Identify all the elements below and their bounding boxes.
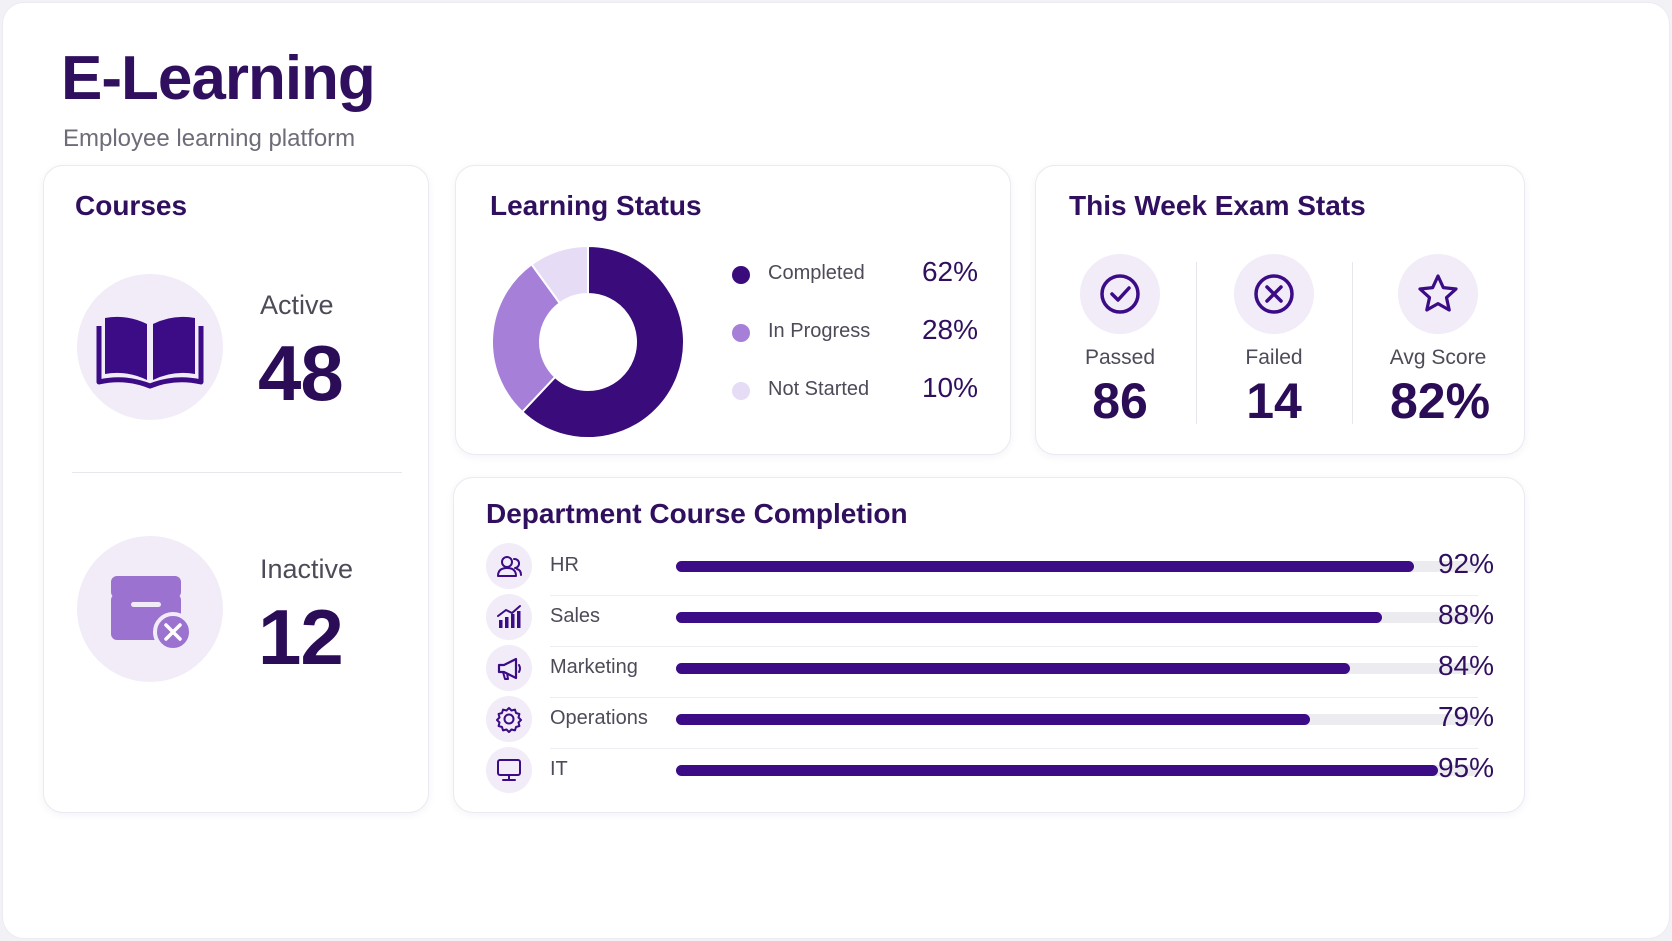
legend-pct-completed: 62% (921, 256, 978, 287)
learning-status-donut (491, 244, 685, 439)
chart-icon (497, 605, 521, 628)
passed-value: 86 (1092, 373, 1148, 429)
dept-bar-track-hr (676, 561, 1478, 572)
inactive-courses-label: Inactive (260, 554, 354, 584)
active-courses-icon-wrap (77, 274, 223, 420)
book-open-icon (96, 316, 204, 389)
learning-status-title: Learning Status (490, 190, 702, 221)
dept-name-it: IT (550, 758, 568, 780)
inactive-courses-value: 12 (258, 593, 344, 681)
dept-bar-fill-it (676, 765, 1438, 776)
active-courses-value: 48 (258, 329, 344, 417)
monitor-icon (497, 759, 521, 781)
donut-slice-in-progress (491, 262, 562, 414)
dept-pct-sales: 88% (1437, 599, 1494, 630)
legend-label-not-started: Not Started (768, 378, 870, 400)
dept-row-separator (550, 646, 1478, 647)
donut-slice-completed (520, 244, 685, 439)
legend-dot-completed (732, 266, 750, 284)
dept-bar-fill-operations (676, 714, 1310, 725)
dept-row-separator (550, 748, 1478, 749)
dept-row-marketing: Marketing 84% (454, 642, 1524, 698)
dept-icon-wrap-sales (486, 594, 532, 640)
exam-stats-title: This Week Exam Stats (1069, 190, 1366, 221)
dept-pct-operations: 79% (1437, 701, 1494, 732)
page-title: E-Learning (61, 44, 376, 113)
passed-icon-wrap (1080, 254, 1160, 334)
dept-bar-track-sales (676, 612, 1478, 623)
courses-divider (72, 472, 402, 473)
dept-bar-track-operations (676, 714, 1478, 725)
inactive-courses-icon-wrap (77, 536, 223, 682)
dept-row-it: IT 95% (454, 744, 1524, 798)
dept-name-hr: HR (550, 554, 579, 576)
dept-row-sales: Sales 88% (454, 591, 1524, 647)
department-completion-card: Department Course Completion HR 92% Sales 8… (453, 477, 1525, 813)
dept-bar-fill-marketing (676, 663, 1350, 674)
courses-card-title: Courses (75, 190, 188, 221)
failed-value: 14 (1246, 373, 1302, 429)
dept-name-operations: Operations (550, 707, 648, 729)
legend-label-in-progress: In Progress (768, 320, 871, 342)
exam-divider-1 (1196, 262, 1197, 424)
legend-dot-not-started (732, 382, 750, 400)
check-circle-icon (1100, 274, 1140, 314)
dept-pct-marketing: 84% (1437, 650, 1494, 681)
x-circle-icon (1254, 274, 1294, 314)
dept-pct-hr: 92% (1437, 548, 1494, 579)
dept-bar-fill-hr (676, 561, 1414, 572)
legend-dot-in-progress (732, 324, 750, 342)
active-courses-label: Active (260, 290, 334, 320)
users-icon (497, 556, 522, 577)
avg-score-value: 82% (1389, 373, 1491, 429)
failed-label: Failed (1245, 346, 1303, 369)
department-completion-title: Department Course Completion (486, 498, 908, 529)
dept-icon-wrap-hr (486, 543, 532, 589)
dept-bar-fill-sales (676, 612, 1382, 623)
failed-icon-wrap (1234, 254, 1314, 334)
dept-icon-wrap-it (486, 747, 532, 793)
megaphone-icon (497, 657, 521, 680)
legend-label-completed: Completed (768, 262, 865, 284)
gear-icon (496, 707, 522, 733)
archive-x-icon (111, 576, 193, 652)
dept-icon-wrap-marketing (486, 645, 532, 691)
courses-card: Courses Active 48 Inactive 12 (43, 165, 429, 813)
avg-score-icon-wrap (1398, 254, 1478, 334)
exam-stats-card: This Week Exam Stats Passed 86 Failed 14… (1035, 165, 1525, 455)
dept-row-operations: Operations 79% (454, 693, 1524, 749)
dept-row-separator (550, 697, 1478, 698)
donut-slice-not-started (530, 244, 589, 305)
legend-pct-not-started: 10% (921, 372, 978, 403)
page-subtitle: Employee learning platform (63, 125, 356, 152)
dept-bar-track-it (676, 765, 1478, 776)
legend-pct-in-progress: 28% (921, 314, 978, 345)
star-icon (1418, 274, 1458, 312)
dept-name-sales: Sales (550, 605, 601, 627)
dept-name-marketing: Marketing (550, 656, 638, 678)
dept-row-hr: HR 92% (454, 540, 1524, 596)
dept-row-separator (550, 595, 1478, 596)
exam-divider-2 (1352, 262, 1353, 424)
dept-icon-wrap-operations (486, 696, 532, 742)
learning-status-card: Learning Status Completed 62% In Progress 2… (455, 165, 1011, 455)
passed-label: Passed (1084, 346, 1156, 369)
avg-score-label: Avg Score (1389, 346, 1487, 369)
dept-bar-track-marketing (676, 663, 1478, 674)
dept-pct-it: 95% (1437, 752, 1494, 783)
